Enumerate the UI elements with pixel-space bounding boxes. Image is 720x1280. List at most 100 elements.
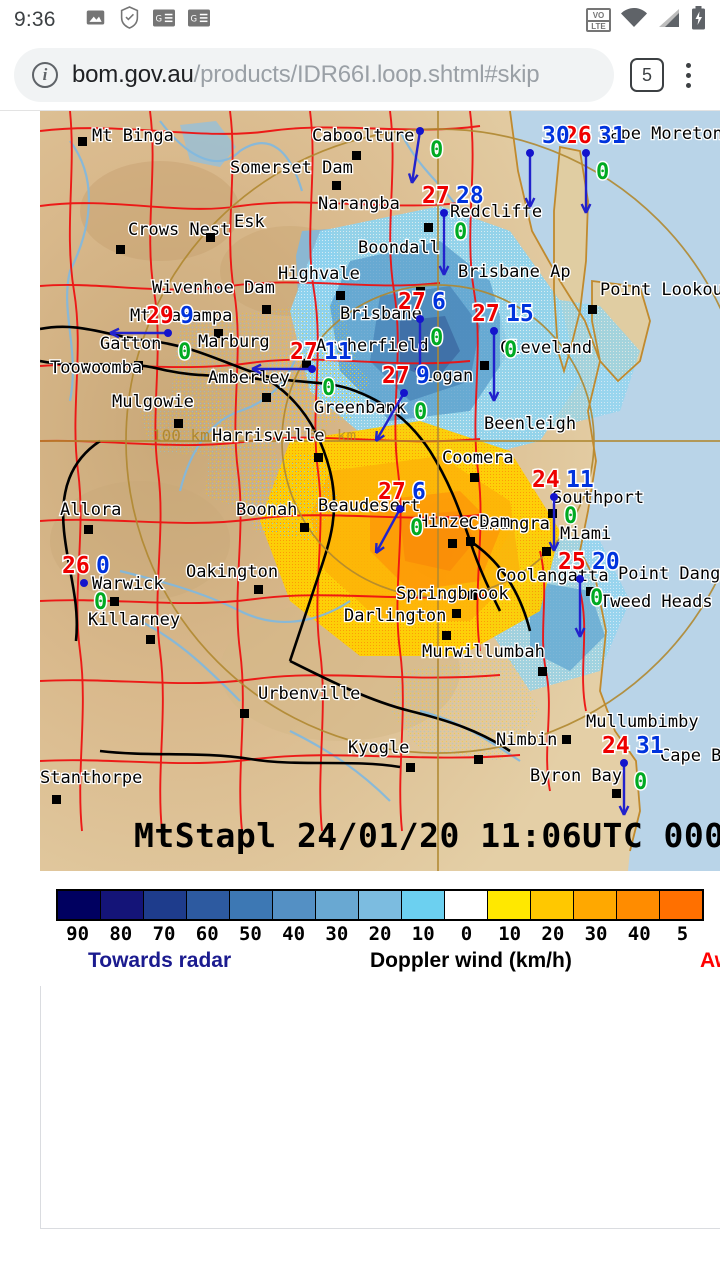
color-swatch (488, 891, 531, 919)
wind-station: 25 20 0 (557, 548, 621, 638)
wind-speed-value: 6 (432, 289, 446, 315)
volte-bottom-label: LTE (588, 20, 609, 31)
wind-arrow-shaft (410, 130, 422, 184)
place-label: Tweed Heads (600, 592, 713, 612)
place-label: Marburg (198, 332, 270, 352)
wind-vertical-value: 0 (322, 376, 335, 401)
color-scale-tick-label: 90 (66, 923, 90, 945)
color-swatch (230, 891, 273, 919)
color-scale-tick-label: 20 (368, 923, 392, 945)
wind-station-dot (164, 329, 172, 337)
place-label: Redcliffe (450, 202, 542, 222)
place-marker: Brisbane (339, 303, 423, 326)
place-label: Archerfield (316, 336, 429, 356)
place-marker: Allora (59, 499, 123, 534)
place-label: Hinze Dam (418, 512, 510, 532)
wind-vertical-value: 0 (564, 504, 577, 529)
place-marker: Somerset Dam (229, 157, 354, 190)
place-label: Killarney (88, 610, 180, 630)
color-scale-tick-label: 10 (498, 923, 522, 945)
color-swatch (144, 891, 187, 919)
legend-title: Doppler wind (km/h) (370, 949, 572, 972)
color-scale-tick-label: 0 (460, 923, 473, 945)
wind-direction-value: 27 (290, 339, 318, 365)
wind-station-dot (416, 315, 424, 323)
wind-station: 27 11 0 (251, 338, 353, 403)
info-icon[interactable]: i (32, 62, 58, 88)
color-swatch (574, 891, 617, 919)
place-label: Boonah (236, 500, 297, 520)
wind-station-dot (582, 149, 590, 157)
web-page-viewport: 100 km 50 km Mt Binga Somerset Dam Crows N… (0, 110, 720, 1229)
place-label: Point Danger (618, 564, 720, 584)
kebab-menu-icon[interactable] (670, 55, 706, 95)
wind-vertical-value: 0 (504, 338, 517, 363)
place-marker: Toowoomba (49, 357, 144, 380)
place-label: Nimbin (496, 730, 557, 750)
color-scale-tick-label: 70 (152, 923, 176, 945)
color-swatch (316, 891, 359, 919)
wind-direction-value: 27 (422, 183, 450, 209)
wind-station-dot (308, 365, 316, 373)
place-label: Cleveland (500, 338, 592, 358)
place-label: Esk (234, 212, 265, 232)
status-bar-left: 9:36 G G (14, 6, 586, 34)
place-marker: Urbenville (240, 683, 362, 718)
tab-switcher-button[interactable]: 5 (630, 58, 664, 92)
place-marker: Cape Moreton (599, 123, 720, 146)
color-swatch (445, 891, 488, 919)
wind-direction-value: 24 (602, 733, 630, 759)
place-label: Coomera (442, 448, 514, 468)
status-time: 9:36 (14, 8, 56, 31)
place-label: Cape Moreton (600, 124, 720, 144)
place-marker: Harrisville (211, 425, 326, 462)
wind-speed-value: 28 (456, 183, 484, 209)
wind-speed-value: 9 (180, 303, 194, 329)
place-marker: Amberley (207, 367, 291, 402)
place-marker: Cape Byron (659, 745, 720, 768)
wind-station-dot (620, 759, 628, 767)
wind-direction-value: 24 (532, 467, 560, 493)
color-scale-tick-label: 50 (238, 923, 262, 945)
color-scale-tick-label: 60 (195, 923, 219, 945)
wind-vertical-value: 0 (410, 516, 423, 541)
browser-toolbar: i bom.gov.au/products/IDR66I.loop.shtml#… (0, 40, 720, 110)
place-marker: Warwick (91, 573, 165, 606)
place-marker: Point Danger (586, 563, 720, 596)
radar-image[interactable]: 100 km 50 km Mt Binga Somerset Dam Crows N… (40, 111, 720, 871)
place-label: Mullumbimby (586, 712, 699, 732)
color-swatch (617, 891, 660, 919)
wind-direction-value: 29 (146, 303, 174, 329)
wind-speed-value: 9 (416, 363, 430, 389)
place-label: Gatton (100, 334, 161, 354)
wind-arrow-head (574, 627, 586, 638)
color-scale-tick-label: 20 (541, 923, 565, 945)
color-scale-tick-label: 40 (627, 923, 651, 945)
place-label: Harrisville (212, 426, 325, 446)
wind-vertical-value: 0 (634, 770, 647, 795)
wind-speed-value: 15 (506, 301, 534, 327)
place-marker: Miami (542, 523, 612, 556)
wind-arrow-head (524, 197, 536, 208)
place-label: Oakington (186, 562, 278, 582)
place-label: Crows Nest (128, 220, 230, 240)
color-swatch (273, 891, 316, 919)
legend-away-label: Aw (700, 949, 720, 972)
place-marker: Wivenhoe Dam (151, 277, 276, 314)
place-marker: Darlington (343, 605, 451, 640)
wind-arrow-head (488, 391, 500, 402)
wind-arrow-head (548, 541, 560, 552)
place-marker: Mulgowie (111, 391, 195, 428)
url-bar[interactable]: i bom.gov.au/products/IDR66I.loop.shtml#… (14, 48, 614, 102)
wind-vertical-value: 0 (414, 400, 427, 425)
wind-station: 24 31 0 (601, 732, 665, 816)
place-label: Darlington (344, 606, 446, 626)
place-marker: Cleveland (480, 337, 593, 370)
wind-direction-value: 26 (564, 123, 592, 149)
range-rings (40, 111, 720, 871)
wind-direction-value: 27 (398, 289, 426, 315)
place-label: Highvale (278, 264, 360, 284)
wind-arrow-head (438, 265, 450, 276)
place-marker: Marburg (197, 331, 271, 354)
